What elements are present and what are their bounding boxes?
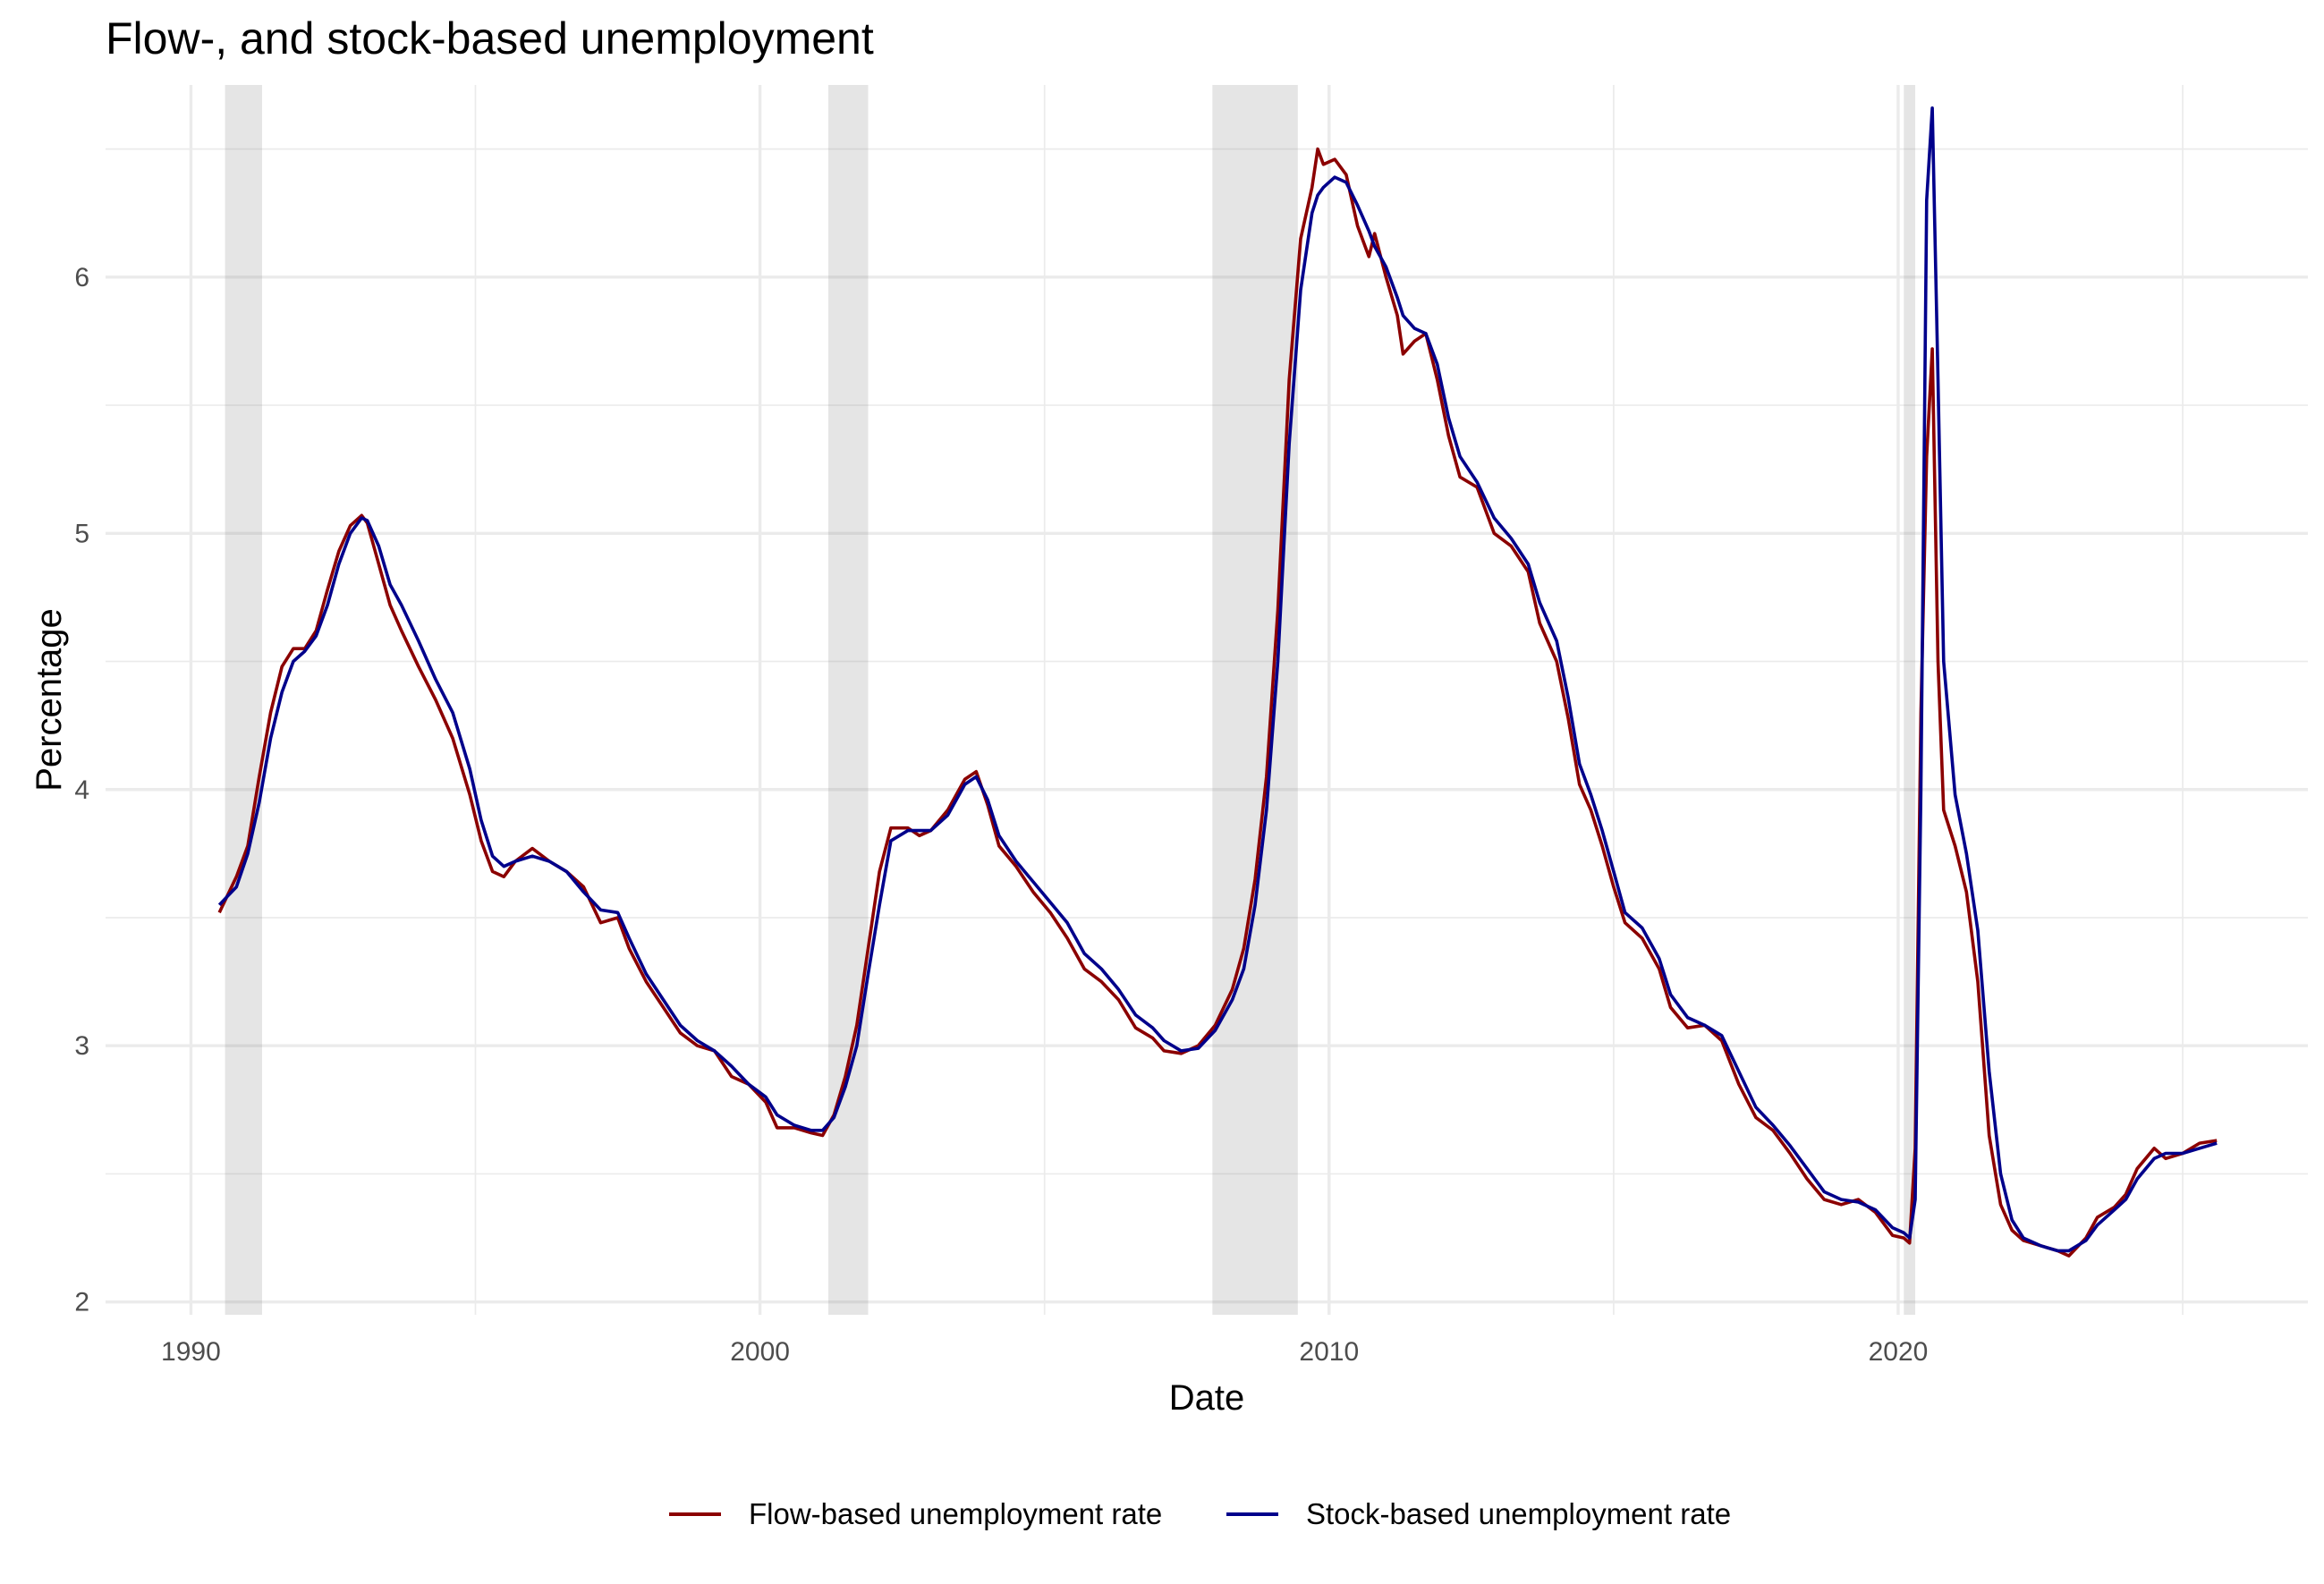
x-tick-label: 2000 <box>730 1337 790 1367</box>
recession-band <box>225 85 262 1315</box>
legend: Flow-based unemployment rate Stock-based… <box>669 1497 1731 1530</box>
chart-title: Flow-, and stock-based unemployment <box>106 13 874 64</box>
y-tick-label: 2 <box>74 1288 89 1317</box>
y-tick-label: 6 <box>74 263 89 292</box>
plot-area: 2 3 4 5 6 1990 2000 2010 2020 <box>74 85 2308 1367</box>
legend-label-stock: Stock-based unemployment rate <box>1306 1497 1731 1530</box>
series-line-1 <box>217 106 2218 1253</box>
x-tick-label: 2010 <box>1299 1337 1359 1367</box>
recession-band <box>827 85 869 1315</box>
recession-band <box>1212 85 1298 1315</box>
y-axis-title: Percentage <box>30 608 69 792</box>
y-tick-label: 3 <box>74 1031 89 1061</box>
x-axis-title: Date <box>1169 1378 1245 1418</box>
y-tick-label: 5 <box>74 519 89 548</box>
y-tick-label: 4 <box>74 775 89 805</box>
legend-label-flow: Flow-based unemployment rate <box>749 1497 1162 1530</box>
recession-band <box>1904 85 1916 1315</box>
x-tick-label: 2020 <box>1869 1337 1929 1367</box>
x-tick-label: 1990 <box>161 1337 221 1367</box>
